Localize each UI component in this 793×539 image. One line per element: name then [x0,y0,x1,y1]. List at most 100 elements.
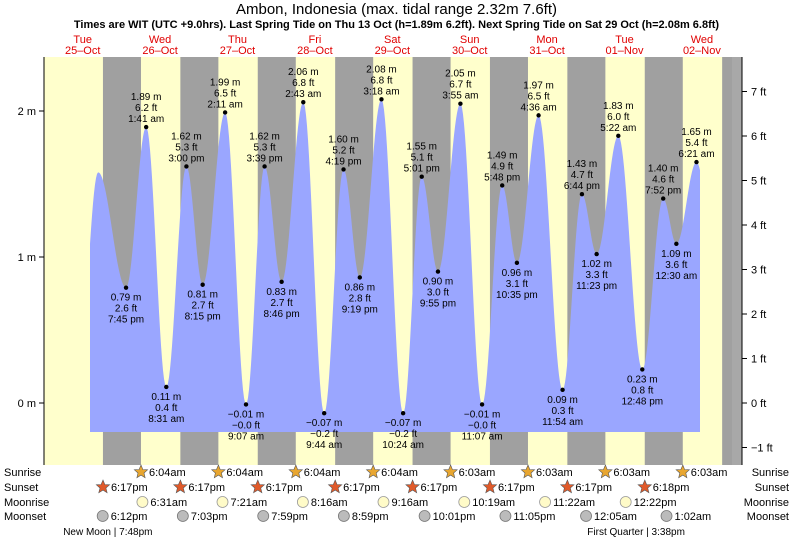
tide-point [184,164,189,169]
tide-label: 0.11 m [151,392,181,403]
moonset-time: 11:05pm [513,511,555,523]
astro-row-label-left: Moonset [4,511,46,523]
tide-label: 6:21 am [678,149,714,160]
tide-label: 9:55 pm [420,299,456,310]
tide-point [301,100,306,105]
tide-point [458,101,463,106]
tide-label: −0.07 m [306,418,342,429]
moonset-icon [257,510,270,522]
tide-label: 5.2 ft [332,145,354,156]
tide-point [262,164,267,169]
day-date: 30–Oct [452,45,487,57]
tide-point [661,196,666,201]
tide-point [123,285,129,290]
moonset-time: 6:12pm [111,511,148,523]
astro-row-label-left: Sunrise [4,467,41,479]
tide-label: 11:07 am [462,431,503,442]
sunset-time: 6:17pm [188,482,225,494]
sunset-icon [172,479,188,494]
moonrise-time: 6:31am [150,497,187,509]
moonrise-icon [296,496,309,508]
sunrise-time: 6:04am [381,467,418,479]
tide-label: 0.09 m [547,395,578,406]
tide-label: 9:44 am [306,440,342,451]
tide-label: 3:00 pm [168,153,204,164]
moonset-icon [337,510,350,522]
sunset-icon [482,479,498,494]
astro-row-label-left: Sunset [4,482,38,494]
day-name: Thu [228,34,247,46]
tide-label: 12:30 am [656,271,698,282]
sunset-icon [559,479,575,494]
moonrise-icon [619,496,632,508]
tide-label: 3.3 ft [586,270,608,281]
tide-label: 7:45 pm [108,315,144,326]
right-margin-band [732,57,742,465]
tide-label: 0.96 m [502,268,533,279]
moon-phase-label: New Moon | 7:48pm [63,527,152,538]
tide-point [616,133,621,139]
chart-title: Ambon, Indonesia (max. tidal range 2.32m… [235,1,557,18]
moonset-time: 10:01pm [433,511,476,523]
tide-label: 4:36 am [521,102,557,113]
moonset-time: 1:02am [675,511,712,523]
tide-label: 1.60 m [328,134,359,145]
y-tick-label-ft: 5 ft [751,175,766,187]
sunrise-icon [288,464,304,479]
tide-label: 5.4 ft [685,138,707,149]
astro-row-label-right: Sunset [755,482,789,494]
moonset-icon [176,510,189,522]
sunrise-time: 6:03am [613,467,650,479]
sunrise-time: 6:04am [304,467,341,479]
moon-phase-label: First Quarter | 3:38pm [587,527,685,538]
tide-point [579,192,585,197]
y-tick-label-ft: 6 ft [751,131,766,143]
day-date: 28–Oct [297,45,332,57]
y-tick-label-m: 0 m [18,398,36,410]
sunrise-time: 6:03am [691,467,728,479]
tide-point [143,124,149,130]
tide-label: −0.2 ft [310,429,338,440]
tide-point [514,260,520,266]
moonset-icon [96,510,109,522]
day-date: 29–Oct [375,45,410,57]
y-tick-label-ft: 0 ft [751,398,766,410]
tide-point [536,113,541,118]
tide-label: 2.08 m [366,64,397,75]
moonset-icon [660,510,673,522]
day-name: Sat [384,34,401,46]
tide-point [560,387,565,393]
tide-label: 1.43 m [567,159,598,170]
tide-label: 6.8 ft [370,75,392,86]
tide-label: 0.3 ft [551,406,573,417]
day-name: Sun [460,34,480,46]
tide-label: 4:19 pm [325,156,361,167]
tide-label: 6.2 ft [135,103,157,114]
tide-label: 0.23 m [627,374,658,385]
sunrise-time: 6:03am [459,467,496,479]
astro-row-label-right: Moonset [747,511,789,523]
day-name: Fri [308,34,321,46]
tide-point [357,275,362,280]
tide-label: 9:19 pm [342,304,378,315]
moonrise-time: 10:19am [472,497,515,509]
tide-label: 1.49 m [487,150,518,161]
tide-point [279,279,284,285]
moonset-time: 8:59pm [352,511,389,523]
moonrise-icon [539,496,551,508]
tide-label: 1.97 m [523,80,554,91]
tide-point [222,110,228,115]
tide-label: 5:22 am [600,123,636,134]
tide-label: −0.07 m [385,418,421,429]
day-name: Tue [615,34,634,46]
moonset-time: 12:05am [594,511,637,523]
tide-label: 12:48 pm [621,396,663,407]
tide-label: 5:01 pm [404,164,440,175]
tide-label: 1.65 m [681,127,712,138]
day-date: 31–Oct [529,45,564,57]
y-tick-label-m: 1 m [18,252,36,264]
tide-label: 1.09 m [661,249,692,260]
tide-label: 10:35 pm [496,290,538,301]
tide-point [640,367,645,372]
tide-label: −0.2 ft [389,429,417,440]
